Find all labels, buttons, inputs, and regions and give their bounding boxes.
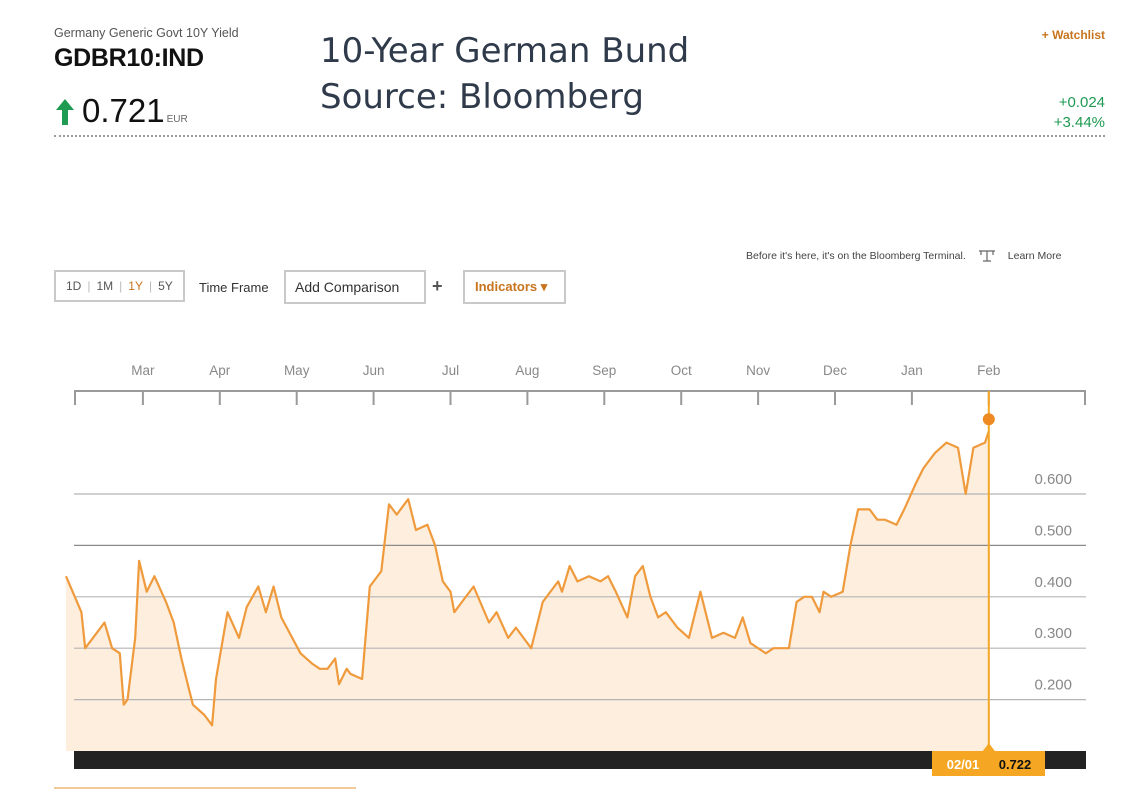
month-label: Jan	[901, 363, 923, 378]
series-line	[64, 430, 990, 727]
timeframe-selector: 1D | 1M | 1Y | 5Y	[54, 270, 185, 302]
month-label: Oct	[671, 363, 692, 378]
title-line-1: 10-Year German Bund	[320, 31, 690, 71]
last-price: 0.721	[82, 92, 165, 129]
title-line-2: Source: Bloomberg	[320, 77, 644, 117]
date-value-tag	[932, 751, 1045, 776]
up-arrow-icon	[56, 99, 74, 125]
month-label: Sep	[592, 363, 616, 378]
y-tick-label: 0.600	[1034, 471, 1072, 488]
y-tick-label: 0.200	[1034, 677, 1072, 694]
month-label: Aug	[515, 363, 539, 378]
ticker-symbol: GDBR10:IND	[54, 44, 204, 72]
month-label: May	[284, 363, 310, 378]
timeframe-separator: |	[87, 279, 91, 293]
month-label: Jul	[442, 363, 459, 378]
terminal-icon	[978, 250, 995, 262]
month-label: Dec	[823, 363, 847, 378]
y-tick-label: 0.400	[1034, 574, 1072, 591]
instrument-description: Germany Generic Govt 10Y Yield	[54, 26, 239, 40]
y-tick-label: 0.500	[1034, 522, 1072, 539]
timeframe-label: Time Frame	[199, 280, 269, 295]
month-label: Nov	[746, 363, 770, 378]
month-label: Apr	[209, 363, 231, 378]
cursor-date-label: 02/01	[947, 757, 980, 772]
y-tick-label: 0.300	[1034, 625, 1072, 642]
add-comparison-plus-button[interactable]: +	[432, 276, 443, 296]
footer-divider	[54, 787, 356, 789]
current-value-marker	[982, 413, 995, 426]
chart-title: 10-Year German Bund Source: Bloomberg	[320, 28, 689, 120]
currency-label: EUR	[166, 114, 188, 125]
month-label: Feb	[977, 363, 1000, 378]
timeframe-1d-button[interactable]: 1D	[66, 279, 82, 293]
price-row: 0.721 EUR	[54, 94, 188, 127]
add-comparison-input[interactable]: Add Comparison	[284, 270, 426, 304]
promo-text: Before it's here, it's on the Bloomberg …	[746, 250, 966, 262]
terminal-promo: Before it's here, it's on the Bloomberg …	[746, 249, 1061, 263]
timeframe-5y-button[interactable]: 5Y	[158, 279, 173, 293]
timeframe-separator: |	[119, 279, 123, 293]
cursor-value-label: 0.722	[999, 757, 1032, 772]
bottom-axis-bar	[74, 751, 1086, 769]
price-change-percent: +3.44%	[1053, 114, 1105, 131]
timeframe-separator: |	[148, 279, 153, 293]
series-area	[66, 431, 989, 751]
learn-more-link[interactable]: Learn More	[1007, 250, 1062, 262]
header-divider	[54, 135, 1105, 137]
date-tag-pointer	[982, 743, 995, 751]
watchlist-link[interactable]: + Watchlist	[1041, 28, 1105, 42]
timeframe-1y-button[interactable]: 1Y	[128, 279, 143, 293]
price-change-absolute: +0.024	[1058, 94, 1105, 111]
month-label: Mar	[131, 363, 155, 378]
indicators-dropdown[interactable]: Indicators ▾	[463, 270, 566, 304]
timeframe-1m-button[interactable]: 1M	[96, 279, 114, 293]
yield-chart: Mar Apr May Jun Jul Aug Sep Oct Nov Dec Jan Feb 0.60…	[64, 363, 1086, 776]
month-label: Jun	[363, 363, 385, 378]
